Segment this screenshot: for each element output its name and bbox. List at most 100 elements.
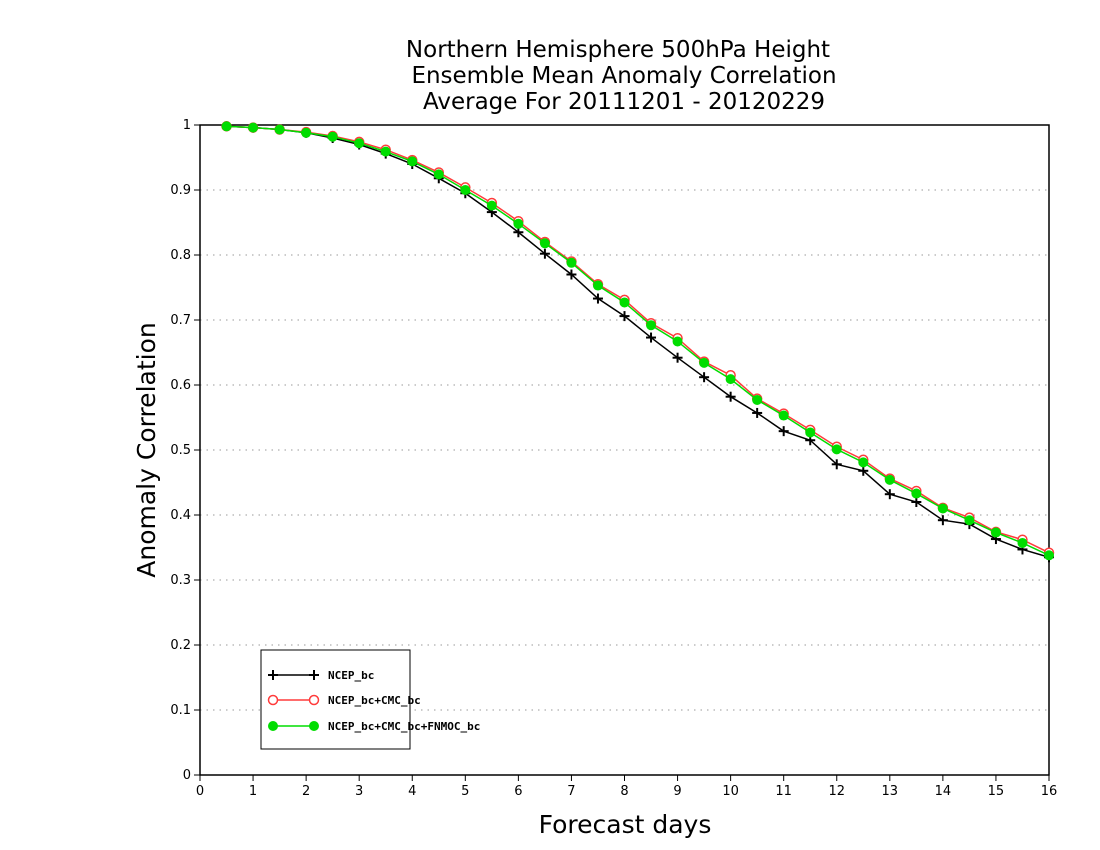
series-point: [380, 146, 391, 157]
chart-title-line-2: Ensemble Mean Anomaly Correlation: [411, 63, 836, 89]
series-point: [725, 391, 736, 402]
series-point: [301, 127, 312, 138]
series-point: [268, 721, 278, 731]
x-tick-label: 7: [567, 784, 575, 799]
y-tick-label: 0.8: [170, 248, 191, 263]
series-point: [1017, 537, 1028, 548]
x-tick-label: 10: [722, 784, 739, 799]
series-point: [619, 297, 630, 308]
y-tick-label: 0.4: [170, 508, 191, 523]
series-point: [566, 257, 577, 268]
series-point: [884, 474, 895, 485]
series-point: [592, 280, 603, 291]
series-point: [911, 497, 922, 507]
series-1: [221, 121, 1054, 563]
chart-title-line-1: Northern Hemisphere 500hPa Height: [406, 37, 830, 63]
x-tick-label: 12: [828, 784, 845, 799]
series-point: [831, 444, 842, 455]
y-tick-label: 0: [183, 768, 191, 783]
series-point: [248, 122, 259, 133]
series-point: [433, 169, 444, 180]
series-point: [327, 131, 338, 142]
series-point: [309, 721, 319, 731]
y-tick-label: 0.9: [170, 183, 191, 198]
x-tick-label: 4: [408, 784, 416, 799]
series-point: [460, 185, 471, 195]
legend-label: NCEP_bc+CMC_bc+FNMOC_bc: [328, 720, 480, 733]
series-point: [884, 489, 895, 500]
x-tick-label: 0: [196, 784, 204, 799]
series-point: [309, 670, 319, 680]
series-point: [672, 336, 683, 347]
series-point: [1044, 550, 1054, 561]
series-2: [221, 121, 1055, 558]
series-point: [778, 426, 789, 437]
series-point: [990, 527, 1001, 538]
legend-label: NCEP_bc: [328, 669, 374, 682]
series-point: [699, 372, 710, 383]
series-point: [964, 515, 975, 526]
series-point: [539, 238, 550, 249]
series-point: [672, 352, 683, 363]
series-point: [858, 465, 869, 476]
x-axis-title: Forecast days: [539, 810, 712, 839]
series-point: [937, 503, 948, 514]
series-point: [646, 332, 657, 343]
series-point: [354, 138, 365, 149]
series-point: [805, 427, 816, 438]
series-point: [858, 457, 869, 468]
series-line: [226, 125, 1050, 556]
series-point: [778, 410, 789, 421]
y-tick-label: 0.3: [170, 573, 191, 588]
series-line: [226, 125, 1050, 558]
y-tick-label: 0.2: [170, 638, 191, 653]
series-point: [513, 218, 524, 229]
chart-title-line-3: Average For 20111201 - 20120229: [423, 89, 825, 115]
series-point: [566, 269, 577, 280]
x-tick-label: 2: [302, 784, 310, 799]
x-tick-label: 14: [935, 784, 952, 799]
series-point: [937, 515, 948, 526]
series-point: [513, 227, 524, 238]
y-tick-label: 0.6: [170, 378, 191, 393]
y-tick-label: 0.1: [170, 703, 191, 718]
series-point: [592, 293, 603, 304]
series-point: [274, 124, 285, 135]
gridlines: [200, 189, 1049, 711]
series-point: [221, 121, 232, 132]
series-point: [752, 407, 763, 418]
x-axis-ticks: 0 1 2 3 4 5 6 7 8 9 10 11 12 13 14 15 16: [196, 775, 1057, 799]
x-tick-label: 9: [673, 784, 681, 799]
series-point: [646, 320, 657, 331]
x-tick-label: 11: [775, 784, 792, 799]
x-tick-label: 3: [355, 784, 363, 799]
series-point: [407, 156, 418, 167]
series-3: [221, 121, 1054, 561]
y-axis-title: Anomaly Correlation: [132, 322, 161, 577]
y-tick-label: 0.5: [170, 443, 191, 458]
series-point: [752, 394, 763, 405]
series-point: [831, 459, 842, 470]
x-tick-label: 6: [514, 784, 522, 799]
series-layer: [221, 121, 1055, 563]
y-tick-label: 1: [183, 118, 191, 133]
series-point: [267, 694, 279, 706]
y-tick-label: 0.7: [170, 313, 191, 328]
series-point: [486, 200, 497, 211]
series-point: [619, 311, 630, 322]
x-tick-label: 1: [249, 784, 257, 799]
series-point: [308, 694, 320, 706]
series-point: [911, 488, 922, 499]
x-tick-label: 8: [620, 784, 628, 799]
x-tick-label: 15: [988, 784, 1005, 799]
series-point: [699, 357, 710, 368]
x-tick-label: 16: [1041, 784, 1058, 799]
legend-item: NCEP_bc: [268, 669, 374, 682]
series-point: [539, 248, 550, 259]
x-tick-label: 5: [461, 784, 469, 799]
series-point: [725, 374, 736, 385]
legend: NCEP_bc NCEP_bc+CMC_bc NCEP_bc+CMC_bc+FNMO…: [260, 649, 480, 750]
legend-item: NCEP_bc+CMC_bc+FNMOC_bc: [268, 720, 480, 733]
x-tick-label: 13: [882, 784, 899, 799]
